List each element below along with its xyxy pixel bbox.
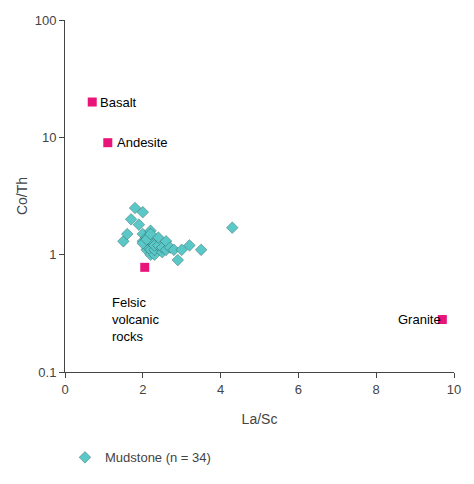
svg-text:4: 4 (217, 382, 224, 397)
svg-text:2: 2 (139, 382, 146, 397)
svg-text:10: 10 (42, 130, 56, 145)
svg-text:0: 0 (61, 382, 68, 397)
svg-text:10: 10 (447, 382, 461, 397)
svg-text:1: 1 (49, 247, 56, 262)
svg-text:Granite: Granite (398, 312, 441, 327)
svg-text:8: 8 (373, 382, 380, 397)
svg-text:Basalt: Basalt (100, 95, 137, 110)
svg-text:La/Sc: La/Sc (242, 411, 278, 427)
svg-text:Mudstone (n = 34): Mudstone (n = 34) (105, 450, 211, 465)
svg-text:0.1: 0.1 (38, 365, 56, 380)
svg-text:Co/Th: Co/Th (14, 177, 30, 215)
svg-text:100: 100 (35, 13, 57, 28)
svg-text:Andesite: Andesite (117, 135, 168, 150)
svg-text:6: 6 (295, 382, 302, 397)
svg-text:Felsicvolcanicrocks: Felsicvolcanicrocks (112, 295, 159, 344)
